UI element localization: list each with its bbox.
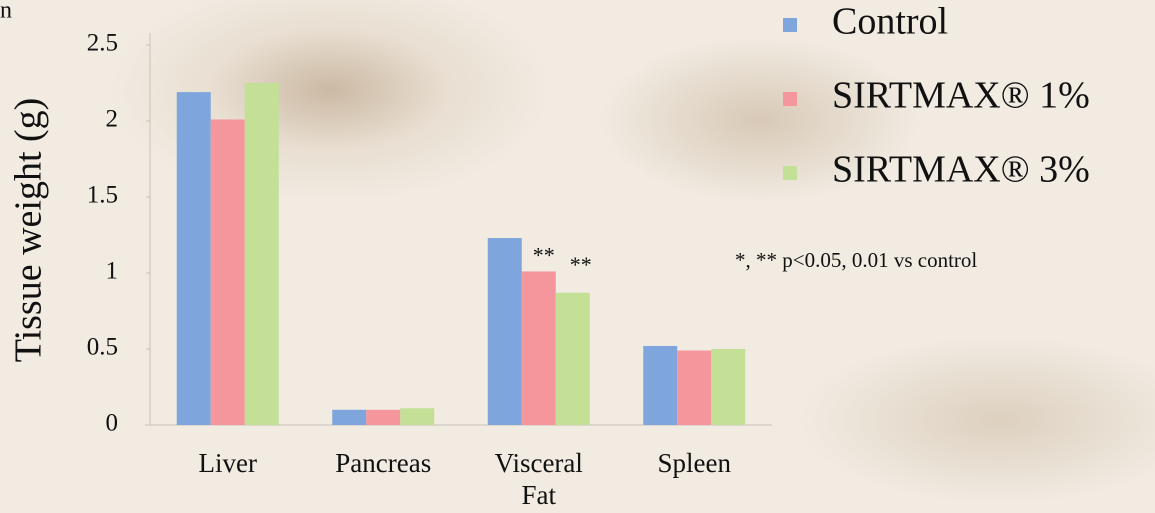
legend-label: Control: [832, 1, 948, 43]
bar: [643, 345, 678, 425]
footnote: *, ** p<0.05, 0.01 vs control: [735, 248, 977, 272]
corner-text: n: [0, 0, 12, 24]
significance-label: **: [570, 252, 592, 277]
bar: [711, 349, 746, 425]
bar: [487, 238, 522, 425]
bar: [400, 408, 435, 425]
bar: [677, 350, 712, 425]
x-tick-label: Visceral Fat: [494, 448, 583, 510]
legend-label: SIRTMAX® 3%: [832, 149, 1090, 191]
x-tick-label: Liver: [198, 448, 257, 478]
x-tick-label: Spleen: [657, 448, 732, 478]
y-tick-label: 0.5: [87, 334, 118, 361]
legend-swatch: [783, 92, 797, 106]
y-tick-label: 1: [106, 258, 119, 285]
bar: [176, 92, 211, 426]
y-tick-label: 2.5: [87, 30, 118, 57]
x-tick-label: Pancreas: [335, 448, 432, 478]
significance-label: **: [533, 243, 555, 268]
y-axis-title: Tissue weight (g): [8, 98, 50, 363]
bar: [332, 409, 367, 425]
bar: [244, 83, 279, 425]
legend-label: SIRTMAX® 1%: [832, 75, 1090, 117]
y-tick-label: 1.5: [87, 182, 118, 209]
bar: [555, 292, 590, 425]
y-tick-label: 0: [106, 410, 119, 437]
bar: [210, 119, 245, 425]
y-tick-label: 2: [106, 106, 119, 133]
legend-swatch: [783, 18, 797, 32]
bar: [366, 409, 401, 425]
legend-swatch: [783, 166, 797, 180]
bar: [521, 271, 556, 425]
